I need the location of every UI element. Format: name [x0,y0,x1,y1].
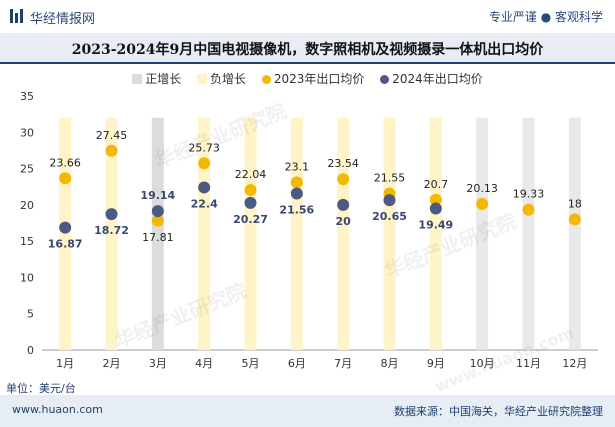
footer-website[interactable]: www.huaon.com [12,403,103,416]
x-tick-label: 10月 [470,357,495,370]
point-2024 [198,181,211,194]
point-2024 [244,196,257,209]
growth-bar [337,117,350,351]
point-2023 [105,144,118,157]
point-2023 [522,203,535,216]
x-tick-label: 5月 [242,357,260,370]
legend-2024-dot [380,75,390,84]
data-label-2023: 21.55 [374,172,406,185]
legend-positive-label: 正增长 [145,72,182,86]
legend-negative-swatch [197,74,208,84]
x-tick-label: 4月 [195,357,213,370]
footer-bar: www.huaon.com 数据来源：中国海关，华经产业研究院整理 [0,395,615,427]
data-label-2023: 23.54 [327,157,359,170]
data-label-2024: 20 [336,215,352,228]
top-bar: 华经情报网 专业严谨 ● 客观科学 [0,0,615,33]
data-label-2024: 18.72 [94,224,129,237]
x-tick-label: 3月 [149,357,167,370]
growth-bar [476,117,489,351]
data-label-2024: 21.56 [279,204,314,217]
data-label-2023: 27.45 [96,129,128,142]
y-tick-label: 0 [27,344,34,357]
y-tick-label: 20 [20,199,34,212]
x-tick-label: 12月 [562,357,587,370]
point-2023 [59,172,72,185]
point-2023 [337,173,350,186]
data-label-2023: 20.7 [424,178,449,191]
x-tick-label: 9月 [427,357,445,370]
point-2024 [290,187,303,200]
legend-2024-label: 2024年出口均价 [392,72,483,86]
data-label-2023: 17.81 [142,231,174,244]
legend-2023-label: 2023年出口均价 [273,72,365,86]
data-label-2024: 16.87 [48,238,83,251]
title-bar: 2023-2024年9月中国电视摄像机，数字照相机及视频摄录一体机出口均价 [0,33,615,64]
growth-bar [244,117,257,351]
point-2024 [59,221,72,234]
huajing-logo-icon [10,9,23,23]
growth-bar [429,117,442,351]
data-label-2023: 22.04 [235,168,267,181]
x-tick-label: 2月 [103,357,121,370]
y-tick-label: 35 [20,90,34,103]
legend-negative-label: 负增长 [210,72,247,86]
point-2023 [151,214,164,227]
chart-title: 2023-2024年9月中国电视摄像机，数字照相机及视频摄录一体机出口均价 [71,42,544,58]
growth-bar [290,117,303,351]
data-label-2024: 20.27 [233,213,268,226]
legend-positive: 正增长 [132,70,181,87]
point-2024 [383,194,396,207]
point-2023 [568,213,581,226]
point-2024 [429,202,442,215]
data-label-2023: 18 [568,197,582,210]
data-label-2023: 19.33 [513,188,545,201]
brand-tagline: 专业严谨 ● 客观科学 [488,10,603,24]
chart-area: 0 5 10 15 20 25 30 35 1月 2月 3月 4月 5月 6月 7月 8月 9月 10月 11月 12… [20,90,598,370]
data-label-2024: 19.49 [418,219,453,232]
point-2023 [429,193,442,206]
y-tick-label: 25 [20,163,34,176]
legend-negative: 负增长 [197,70,246,87]
y-tick-label: 15 [20,235,34,248]
data-label-2024: 22.4 [191,197,218,210]
point-2024 [151,205,164,218]
x-tick-label: 7月 [334,357,352,370]
legend-2023-dot [261,75,271,84]
point-2023 [244,184,257,197]
growth-bar [59,117,72,351]
point-2024 [105,208,118,221]
y-tick-label: 5 [27,308,34,321]
data-label-2024: 19.14 [140,189,175,202]
chart-legend: 正增长 负增长 2023年出口均价 2024年出口均价 [0,70,615,88]
point-2023 [290,176,303,189]
growth-bar [151,117,164,351]
footer-source: 数据来源：中国海关，华经产业研究院整理 [394,405,603,418]
data-label-2024: 20.65 [372,210,407,223]
data-label-2023: 23.1 [285,160,310,173]
legend-2024: 2024年出口均价 [380,70,483,87]
legend-2023: 2023年出口均价 [261,70,365,87]
data-label-2023: 23.66 [49,156,81,169]
growth-bar [198,117,211,351]
growth-bar [568,117,581,351]
y-tick-label: 30 [20,126,34,139]
x-tick-label: 6月 [288,357,306,370]
point-2024 [337,198,350,211]
growth-bar [522,117,535,351]
data-label-2023: 25.73 [188,141,220,154]
y-tick-label: 10 [20,271,34,284]
growth-bar [105,117,118,351]
x-tick-label: 1月 [56,357,74,370]
unit-label: 单位：美元/台 [6,382,76,395]
x-tick-label: 8月 [381,357,399,370]
data-label-2023: 20.13 [466,182,498,195]
point-2023 [476,197,489,210]
x-tick-label: 11月 [516,357,541,370]
point-2023 [198,157,211,170]
legend-positive-swatch [132,74,143,84]
brand-name: 华经情报网 [30,12,96,27]
growth-bar [383,117,396,351]
